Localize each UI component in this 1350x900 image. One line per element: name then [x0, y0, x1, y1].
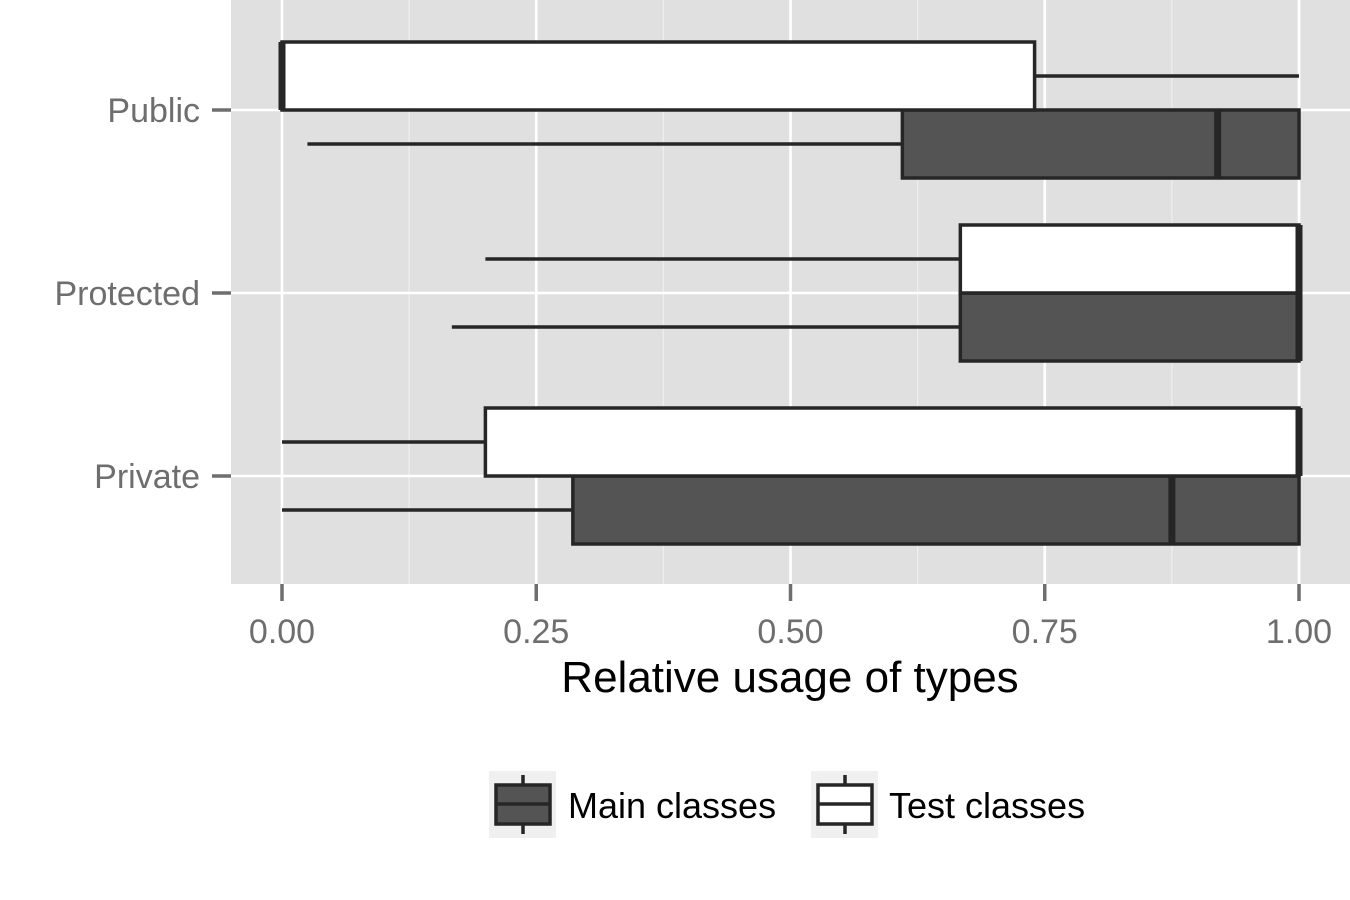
legend-label-test-classes: Test classes [889, 785, 1085, 826]
y-tick-label-private: Private [94, 458, 200, 496]
y-tick-label-protected: Protected [54, 275, 200, 313]
x-tick-label: 0.25 [503, 613, 569, 651]
box-main-classes-private [571, 474, 1301, 546]
box-test-classes-protected [958, 223, 1301, 295]
x-axis-title: Relative usage of types [561, 653, 1018, 702]
x-tick-label: 0.75 [1012, 613, 1078, 651]
box-test-classes-public [280, 40, 1037, 112]
boxes [278, 40, 1303, 546]
axes: Public Protected Private 0.00 0.25 0.50 0.75 1.… [54, 92, 1332, 651]
y-tick-label-public: Public [107, 92, 200, 130]
x-tick-label: 1.00 [1266, 613, 1332, 651]
legend-label-main-classes: Main classes [568, 785, 776, 826]
box-test-classes-private [483, 406, 1301, 478]
legend: Main classes Test classes [489, 771, 1085, 838]
box-main-classes-public [900, 108, 1301, 180]
box-main-classes-protected [958, 291, 1301, 363]
x-tick-label: 0.00 [249, 613, 315, 651]
x-tick-label: 0.50 [757, 613, 823, 651]
